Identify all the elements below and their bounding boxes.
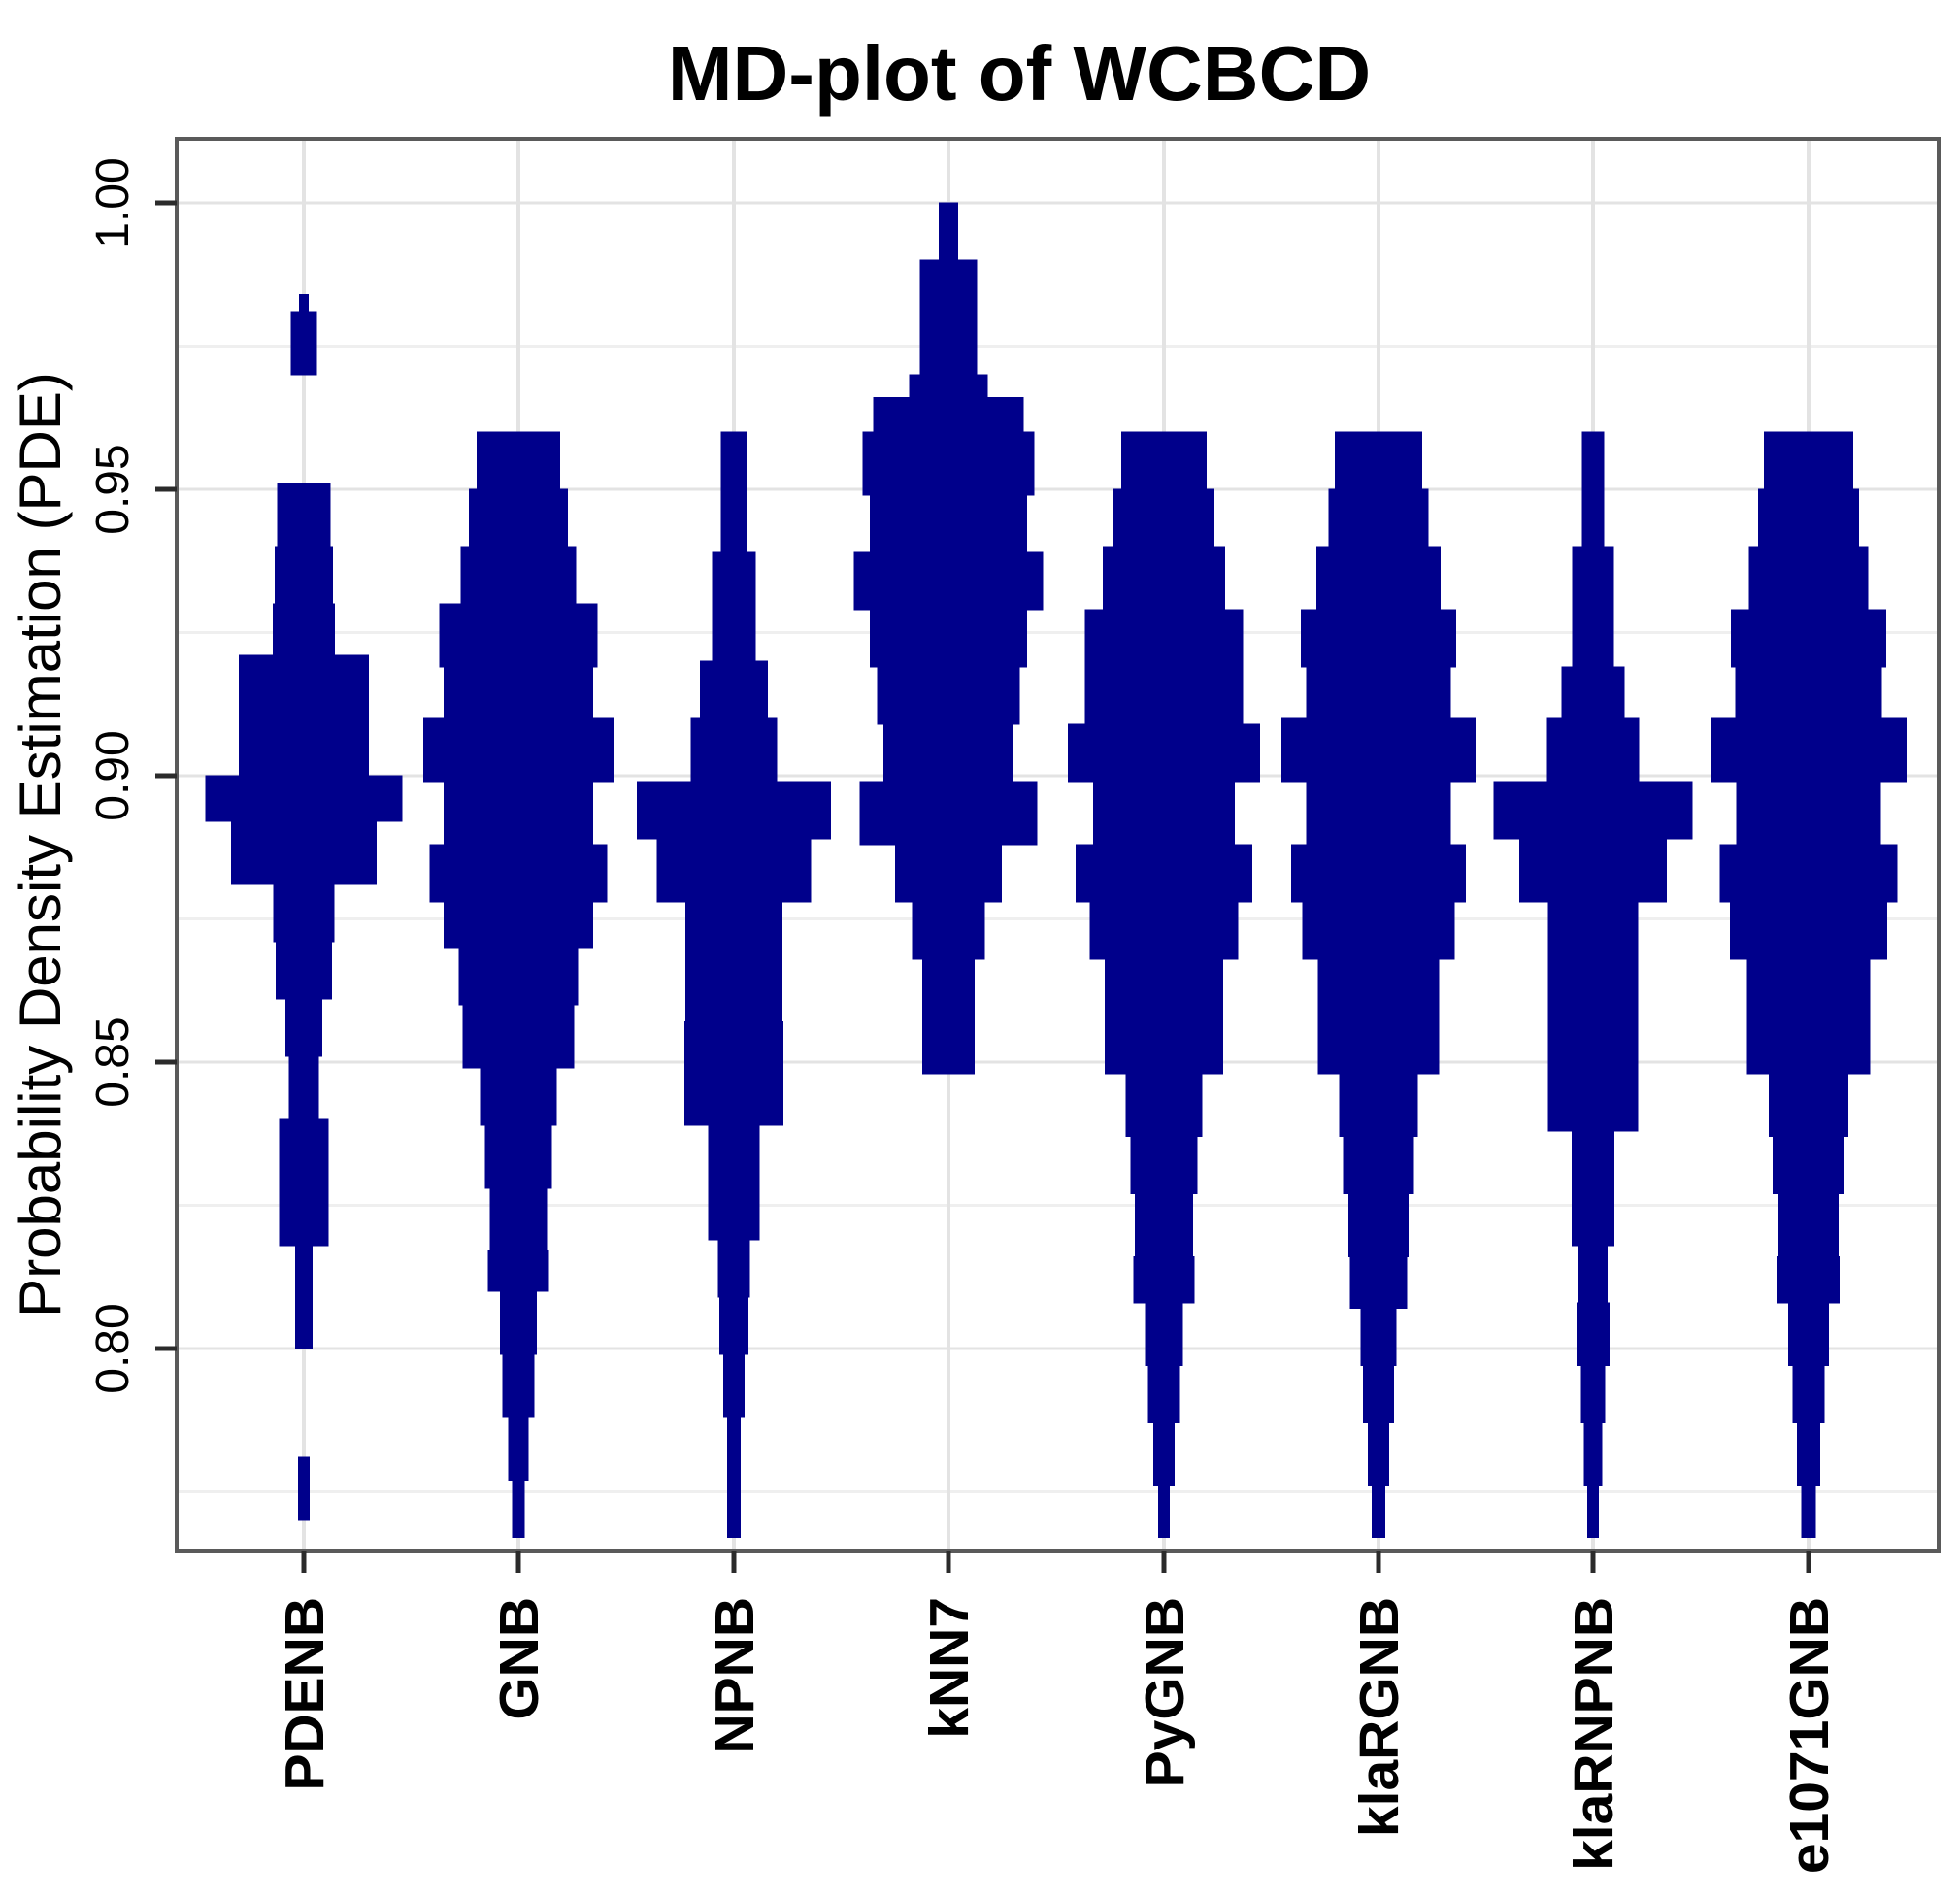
violin-PDENB <box>205 294 403 1521</box>
axis-tick-marks <box>155 200 1811 1573</box>
x-category-label-PyGNB: PyGNB <box>1134 1597 1196 1787</box>
violin-e1071GNB <box>1711 431 1907 1538</box>
panel-border <box>175 137 1941 1553</box>
x-category-label-kNN7: kNN7 <box>918 1597 980 1739</box>
violin-kNN7 <box>853 202 1044 1075</box>
y-tick-label-0.8: 0.80 <box>87 1303 139 1393</box>
x-axis-category-labels: PDENB GNB NPNB kNN7 PyGNB klaRGNB klaRNPNB e107… <box>274 1597 1841 1874</box>
violin-klaRNPNB <box>1493 431 1693 1538</box>
y-tick-label-1: 1.00 <box>87 157 139 248</box>
x-category-label-NPNB: NPNB <box>704 1597 766 1754</box>
violin-PyGNB <box>1068 431 1260 1538</box>
y-axis-tick-labels: 1.00 0.95 0.90 0.85 0.80 <box>87 157 139 1393</box>
y-tick-label-0.95: 0.95 <box>87 444 139 534</box>
x-category-label-e1071GNB: e1071GNB <box>1778 1597 1841 1874</box>
x-category-label-klaRNPNB: klaRNPNB <box>1563 1597 1625 1871</box>
violin-NPNB <box>637 431 831 1538</box>
plot-title: MD-plot of WCBCD <box>668 30 1371 117</box>
violins <box>205 202 1907 1538</box>
violin-klaRGNB <box>1281 431 1476 1538</box>
y-tick-label-0.85: 0.85 <box>87 1016 139 1107</box>
y-axis-title: Probability Density Estimation (PDE) <box>8 372 73 1317</box>
x-category-label-klaRGNB: klaRGNB <box>1348 1597 1411 1837</box>
violin-GNB <box>423 431 614 1538</box>
gridlines-minor <box>177 345 1939 1493</box>
x-category-label-GNB: GNB <box>488 1597 550 1720</box>
y-tick-label-0.9: 0.90 <box>87 730 139 820</box>
x-category-label-PDENB: PDENB <box>274 1597 336 1791</box>
